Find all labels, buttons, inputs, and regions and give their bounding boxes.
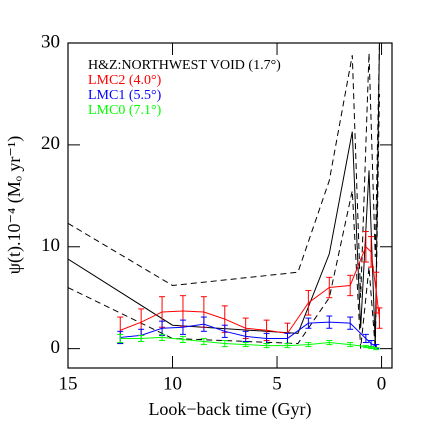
error-bar: [117, 333, 124, 344]
error-bar: [326, 315, 333, 329]
error-bar: [373, 271, 380, 314]
error-bar: [347, 274, 354, 297]
error-bar: [242, 342, 249, 348]
error-bar: [368, 346, 375, 350]
error-bar: [326, 276, 333, 299]
error-bar: [362, 333, 369, 344]
error-bar: [376, 307, 383, 329]
y-tick-label: 30: [41, 31, 60, 52]
error-bar: [305, 342, 312, 348]
error-bar: [305, 317, 312, 329]
legend-entry: LMC1 (5.5°): [88, 88, 162, 103]
error-bar: [347, 342, 354, 348]
error-bar: [179, 319, 186, 335]
error-bar: [368, 236, 375, 268]
error-bar: [373, 347, 380, 351]
error-bar: [179, 335, 186, 344]
x-tick-label: 10: [163, 373, 182, 394]
plot-area: [68, 43, 383, 351]
error-bar: [263, 343, 270, 349]
legend-entry: H&Z:NORTHWEST VOID (1.7°): [88, 58, 281, 73]
x-tick-label: 5: [272, 373, 282, 394]
y-tick-label: 20: [41, 133, 60, 154]
x-tick-label: 0: [377, 373, 387, 394]
error-bar: [362, 230, 369, 263]
error-bar: [305, 290, 312, 316]
y-tick-label: 0: [51, 337, 61, 358]
x-tick-label: 15: [59, 373, 78, 394]
bound-line: [68, 93, 380, 349]
legend-entry: LMC2 (4.0°): [88, 73, 162, 88]
bound-line: [68, 43, 380, 298]
error-bar: [200, 337, 207, 346]
legend-entry: LMC0 (7.1°): [88, 103, 162, 118]
y-tick-label: 10: [41, 235, 60, 256]
error-bar: [138, 334, 145, 343]
error-bar: [284, 343, 291, 349]
error-bar: [326, 339, 333, 346]
x-axis-label: Look−back time (Gyr): [148, 399, 311, 420]
error-bar: [221, 339, 228, 348]
y-axis-label: ψ(t).10⁻⁴ (Mₒ yr⁻¹): [4, 136, 25, 275]
frame: [67, 42, 393, 369]
error-bar: [347, 316, 354, 330]
error-bar: [159, 333, 166, 341]
error-bar: [242, 330, 249, 343]
series-line: [120, 245, 380, 334]
error-bar: [362, 345, 369, 349]
error-bar: [221, 324, 228, 338]
error-bar: [200, 316, 207, 332]
